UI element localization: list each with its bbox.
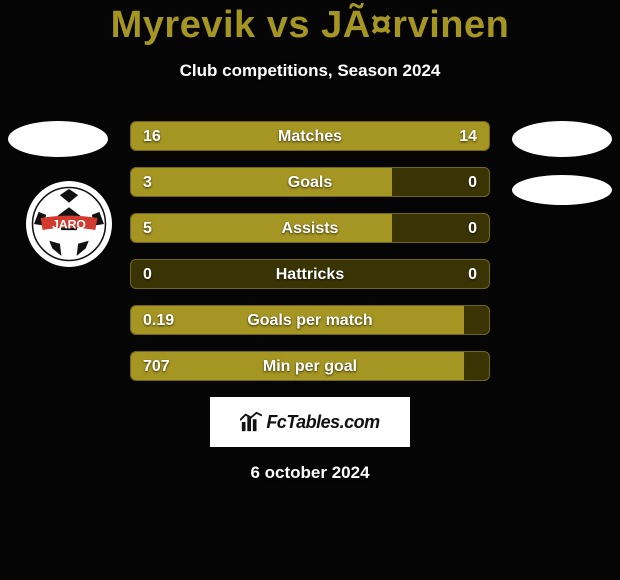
stat-label: Goals per match <box>131 306 489 335</box>
date-label: 6 october 2024 <box>0 463 620 483</box>
stat-value-right: 0 <box>468 214 477 243</box>
chart-icon <box>240 411 262 433</box>
stat-bars: 16Matches143Goals05Assists00Hattricks00.… <box>130 121 490 381</box>
stat-label: Goals <box>131 168 489 197</box>
stat-row: 707Min per goal <box>130 351 490 381</box>
stat-row: 0.19Goals per match <box>130 305 490 335</box>
comparison-stage: JARO 16Matches143Goals05Assists00Hattric… <box>0 121 620 483</box>
page-title: Myrevik vs JÃ¤rvinen <box>0 0 620 47</box>
player-b-badge-placeholder-2 <box>512 175 612 205</box>
stat-label: Min per goal <box>131 352 489 381</box>
player-b-name: JÃ¤rvinen <box>321 4 509 46</box>
stat-label: Matches <box>131 122 489 151</box>
stat-row: 3Goals0 <box>130 167 490 197</box>
subtitle: Club competitions, Season 2024 <box>0 61 620 81</box>
soccer-ball-icon: JARO <box>31 186 107 262</box>
stat-value-right: 14 <box>459 122 477 151</box>
svg-text:JARO: JARO <box>52 218 86 232</box>
stat-value-right: 0 <box>468 168 477 197</box>
stat-row: 16Matches14 <box>130 121 490 151</box>
stat-row: 0Hattricks0 <box>130 259 490 289</box>
player-a-name: Myrevik <box>111 4 256 46</box>
stat-label: Assists <box>131 214 489 243</box>
club-logo-jaro: JARO <box>26 181 112 267</box>
vs-word: vs <box>267 4 310 46</box>
stat-row: 5Assists0 <box>130 213 490 243</box>
player-a-badge-placeholder <box>8 121 108 157</box>
player-b-badge-placeholder-1 <box>512 121 612 157</box>
stat-label: Hattricks <box>131 260 489 289</box>
stat-value-right: 0 <box>468 260 477 289</box>
fctables-label: FcTables.com <box>266 412 379 433</box>
fctables-badge[interactable]: FcTables.com <box>210 397 410 447</box>
